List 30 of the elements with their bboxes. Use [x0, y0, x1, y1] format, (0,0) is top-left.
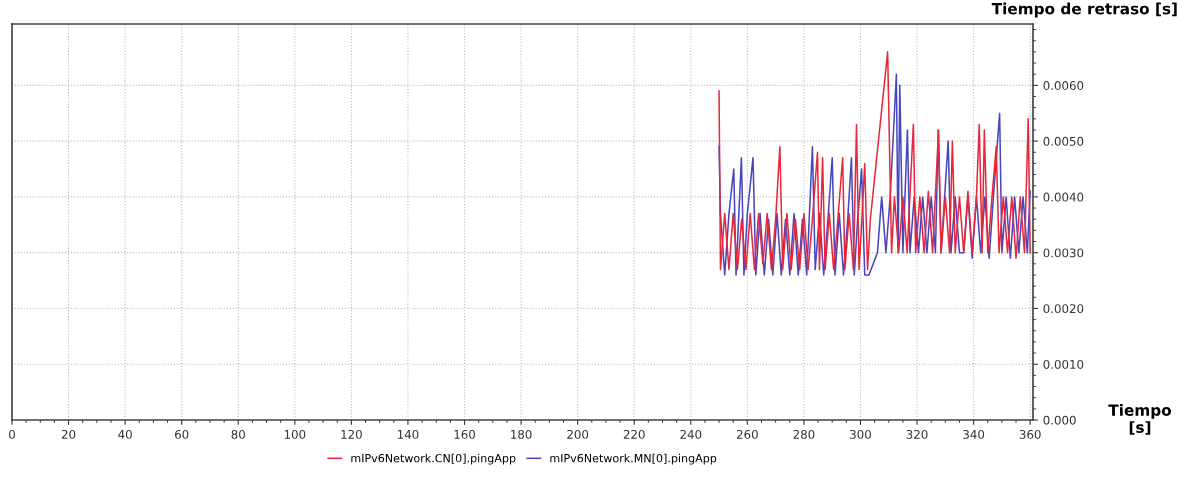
- y-tick-label: 0.0060: [1043, 81, 1084, 91]
- y-tick-label: 0.000: [1043, 415, 1076, 425]
- x-tick-label: 140: [397, 429, 419, 439]
- x-tick-label: 220: [623, 429, 645, 439]
- x-tick-label: 100: [284, 429, 306, 439]
- x-tick-label: 60: [175, 429, 189, 439]
- x-tick-label: 200: [567, 429, 589, 439]
- y-axis-title: Tiempo de retraso [s]: [991, 2, 1177, 18]
- y-tick-label: 0.0050: [1043, 136, 1084, 146]
- x-tick-label: 20: [61, 429, 76, 439]
- x-tick-label: 80: [231, 429, 245, 439]
- x-tick-label: 120: [341, 429, 362, 439]
- legend-label: mIPv6Network.CN[0].pingApp: [351, 453, 516, 465]
- x-tick-label: 280: [793, 429, 815, 439]
- x-tick-label: 320: [906, 429, 928, 439]
- x-tick-label: 300: [850, 429, 871, 439]
- x-tick-label: 160: [454, 429, 475, 439]
- x-tick-label: 0: [9, 429, 15, 439]
- y-tick-label: 0.0010: [1043, 359, 1084, 369]
- x-tick-label: 180: [511, 429, 532, 439]
- x-tick-label: 260: [736, 429, 758, 439]
- x-tick-label: 360: [1019, 429, 1041, 439]
- legend-label: mIPv6Network.MN[0].pingApp: [550, 453, 717, 465]
- x-tick-label: 340: [963, 429, 985, 439]
- x-tick-label: 240: [680, 429, 702, 439]
- y-tick-label: 0.0040: [1043, 192, 1084, 202]
- y-tick-label: 0.0020: [1043, 304, 1084, 314]
- x-axis-title: Tiempo [s]: [1108, 404, 1172, 435]
- x-tick-label: 40: [118, 429, 132, 439]
- y-tick-label: 0.0030: [1043, 248, 1084, 258]
